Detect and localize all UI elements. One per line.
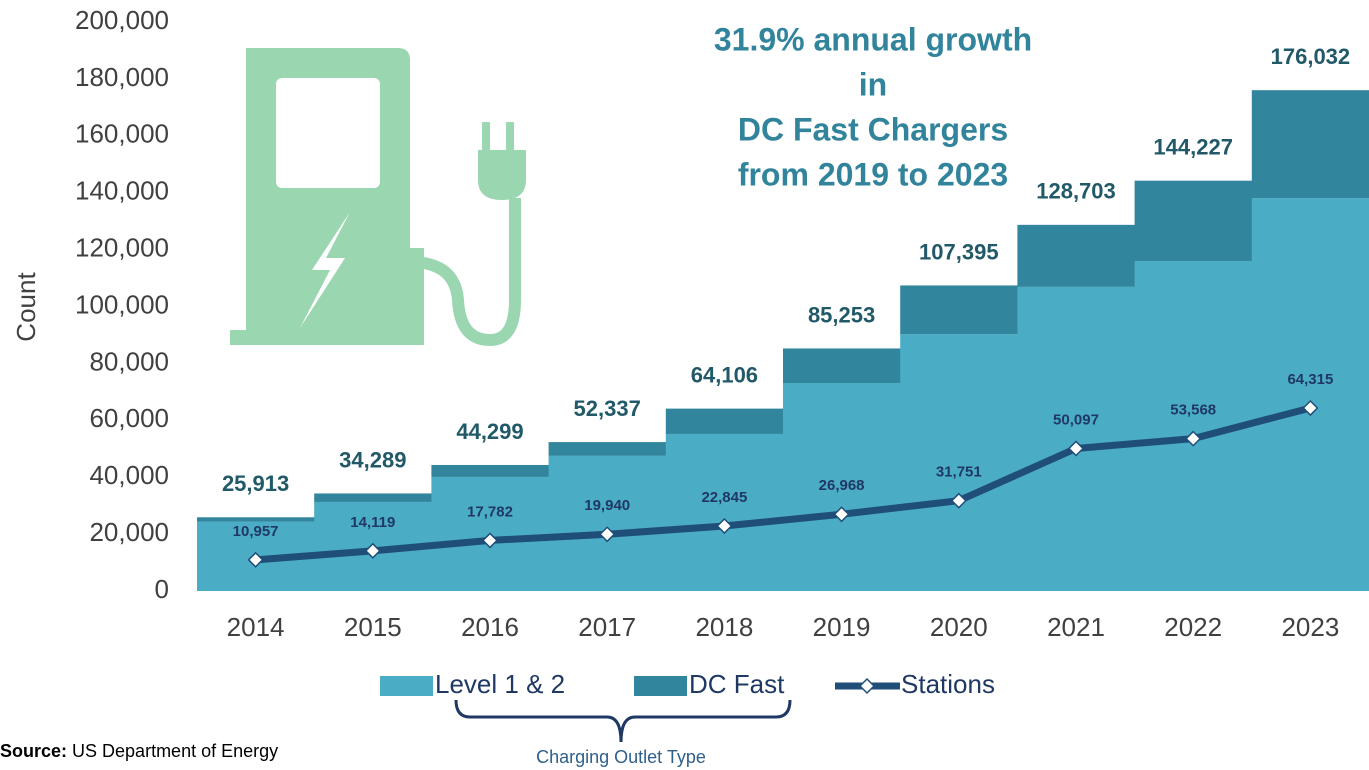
area-step [1251, 198, 1369, 591]
source-label: Source: [0, 741, 67, 761]
annotation: from 2019 to 2023 [738, 156, 1008, 192]
total-label: 34,289 [339, 447, 406, 472]
annotation: 31.9% annual growth [714, 21, 1032, 57]
marker [833, 506, 850, 523]
total-label: 52,337 [574, 396, 641, 421]
x-tick-label: 2014 [227, 612, 285, 642]
x-tick-label: 2023 [1281, 612, 1339, 642]
y-tick-label: 100,000 [75, 289, 169, 319]
area-step [314, 493, 432, 502]
y-tick-label: 160,000 [75, 119, 169, 149]
marker [599, 526, 616, 543]
data-label: 14,119 [350, 514, 395, 531]
area-step [431, 464, 550, 477]
data-label: 22,845 [701, 489, 747, 506]
prong [482, 122, 490, 152]
area-step [197, 517, 315, 522]
legend-marker [858, 677, 876, 695]
total-label: 25,913 [222, 471, 289, 496]
legend-label: Stations [901, 669, 995, 699]
area-step [1017, 286, 1136, 591]
x-tick-label: 2015 [344, 612, 402, 642]
marker [481, 532, 499, 549]
plug [478, 150, 526, 200]
y-tick-label: 0 [155, 574, 169, 604]
annotation: in [859, 66, 887, 102]
bolt [300, 212, 350, 328]
x-tick-label: 2018 [695, 612, 753, 642]
y-tick-label: 140,000 [75, 176, 169, 206]
area-step [783, 383, 901, 591]
y-tick-label: 40,000 [89, 460, 169, 490]
data-label: 64,315 [1287, 371, 1333, 388]
data-label: 10,957 [233, 523, 279, 540]
area-step [900, 334, 1018, 591]
total-label: 107,395 [919, 239, 999, 264]
marker [364, 542, 381, 559]
source-text: US Department of Energy [72, 741, 278, 761]
area-step [665, 408, 784, 434]
area-step [1017, 224, 1136, 287]
area-step [900, 285, 1018, 335]
total-label: 44,299 [456, 419, 523, 444]
charger-screen [276, 78, 380, 188]
y-tick-label: 120,000 [75, 232, 169, 262]
data-label: 19,940 [584, 497, 630, 514]
legend-label: Level 1 & 2 [435, 669, 565, 699]
marker [1067, 440, 1085, 457]
marker [1302, 399, 1319, 417]
total-label: 64,106 [691, 362, 758, 387]
marker [1185, 430, 1202, 447]
legend-label: DC Fast [689, 669, 785, 699]
y-tick-label: 20,000 [89, 517, 169, 547]
legend-swatch [634, 676, 687, 696]
area-step [783, 348, 901, 384]
prong [506, 122, 514, 152]
legend-swatch [380, 676, 433, 696]
x-tick-label: 2019 [813, 612, 871, 642]
marker [950, 492, 967, 509]
area-step [548, 455, 667, 591]
area-step [1251, 90, 1369, 199]
total-label: 128,703 [1036, 179, 1116, 204]
y-tick-label: 180,000 [75, 62, 169, 92]
legend-bracket [454, 699, 792, 743]
marker [716, 517, 733, 535]
x-tick-label: 2021 [1047, 612, 1105, 642]
marker [247, 551, 264, 568]
charger-icon [230, 48, 526, 347]
data-label: 53,568 [1170, 402, 1216, 419]
x-tick-label: 2020 [930, 612, 988, 642]
area-step [548, 442, 667, 456]
y-axis-label: Count [11, 272, 41, 342]
source: Source: US Department of Energy [0, 741, 278, 761]
data-label: 50,097 [1053, 411, 1099, 428]
x-tick-label: 2017 [578, 612, 636, 642]
area-step [665, 433, 784, 591]
x-tick-label: 2022 [1164, 612, 1222, 642]
y-tick-label: 200,000 [75, 5, 169, 35]
legend-group-label: Charging Outlet Type [536, 747, 706, 767]
total-label: 85,253 [808, 302, 875, 327]
total-label: 144,227 [1153, 134, 1233, 159]
data-label: 31,751 [936, 464, 982, 481]
data-label: 17,782 [467, 503, 513, 520]
cable [409, 198, 521, 347]
data-label: 26,968 [819, 477, 865, 494]
area-step [1134, 180, 1253, 261]
x-tick-label: 2016 [461, 612, 519, 642]
y-tick-label: 80,000 [89, 346, 169, 376]
annotation: DC Fast Chargers [738, 111, 1008, 147]
y-tick-label: 60,000 [89, 403, 169, 433]
line [255, 404, 1312, 564]
total-label: 176,032 [1271, 44, 1351, 69]
